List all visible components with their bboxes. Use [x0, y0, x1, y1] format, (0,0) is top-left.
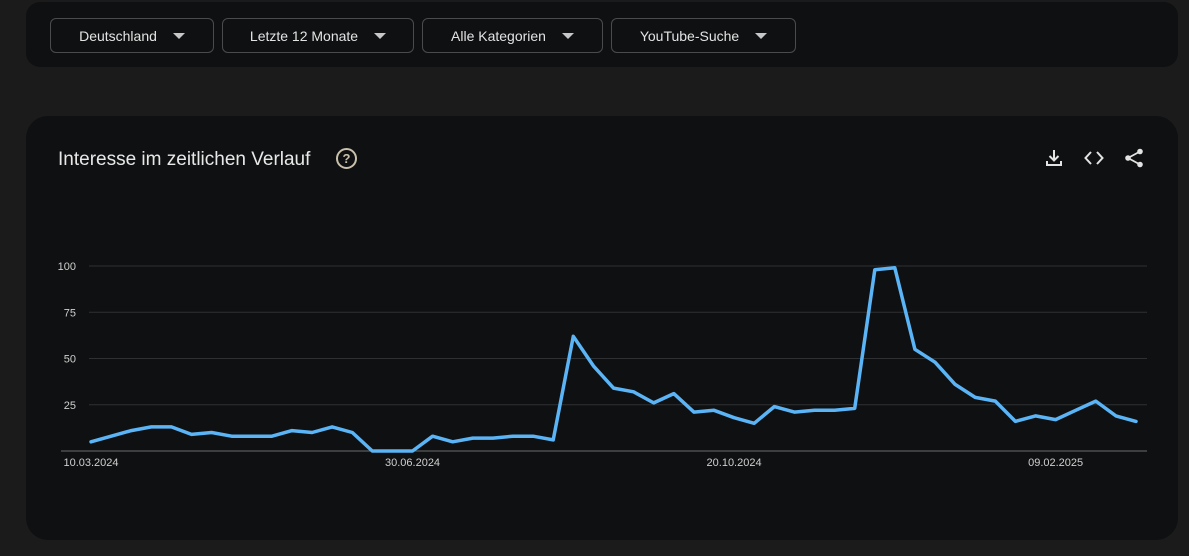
data-point	[913, 347, 917, 351]
chart-title: Interesse im zeitlichen Verlauf	[58, 149, 311, 170]
country-filter[interactable]: Deutschland	[50, 18, 214, 53]
data-point	[933, 360, 937, 364]
data-point	[230, 434, 234, 438]
y-tick-label: 100	[58, 261, 76, 273]
chevron-down-icon	[172, 32, 185, 39]
time-range-filter-label: Letzte 12 Monate	[249, 27, 359, 44]
data-point	[792, 410, 796, 414]
data-point	[129, 429, 133, 433]
data-point	[551, 438, 555, 442]
data-point	[210, 431, 214, 435]
x-tick-label: 30.06.2024	[385, 457, 440, 469]
data-point	[893, 266, 897, 270]
data-point	[149, 425, 153, 429]
download-icon[interactable]	[1042, 146, 1066, 170]
data-point	[712, 408, 716, 412]
data-point	[632, 390, 636, 394]
data-point	[692, 410, 696, 414]
data-point	[350, 431, 354, 435]
data-point	[1114, 414, 1118, 418]
help-icon[interactable]: ?	[336, 148, 357, 169]
data-point	[732, 416, 736, 420]
data-point	[973, 395, 977, 399]
x-tick-label: 20.10.2024	[707, 457, 762, 469]
data-point	[812, 408, 816, 412]
data-point	[189, 432, 193, 436]
data-point	[370, 449, 374, 453]
chevron-down-icon	[374, 32, 387, 39]
embed-code-icon[interactable]	[1082, 146, 1106, 170]
country-filter-label: Deutschland	[79, 27, 157, 44]
data-point	[451, 440, 455, 444]
search-type-filter[interactable]: YouTube-Suche	[611, 18, 796, 53]
data-point	[873, 268, 877, 272]
data-point	[290, 429, 294, 433]
category-filter[interactable]: Alle Kategorien	[422, 18, 603, 53]
data-point	[250, 434, 254, 438]
search-type-filter-label: YouTube-Suche	[639, 27, 740, 44]
share-icon[interactable]	[1122, 146, 1146, 170]
data-point	[330, 425, 334, 429]
data-point	[491, 436, 495, 440]
time-range-filter[interactable]: Letzte 12 Monate	[222, 18, 414, 53]
line-chart: 100 75 50 25 10.03.2024 30.06.2024 20.10.2024 0…	[58, 261, 1147, 469]
data-point	[169, 425, 173, 429]
x-tick-label: 10.03.2024	[63, 457, 118, 469]
data-point	[109, 434, 113, 438]
data-point	[1034, 414, 1038, 418]
y-tick-label: 25	[64, 400, 76, 412]
data-point	[531, 434, 535, 438]
data-point	[390, 449, 394, 453]
filter-bar: Deutschland Letzte 12 Monate Alle Katego…	[26, 2, 1178, 67]
data-point	[853, 406, 857, 410]
data-point	[511, 434, 515, 438]
data-point	[1094, 399, 1098, 403]
y-tick-label: 50	[64, 354, 76, 366]
data-point	[612, 386, 616, 390]
data-point	[752, 421, 756, 425]
data-point	[833, 408, 837, 412]
x-tick-label: 09.02.2025	[1028, 457, 1083, 469]
data-point	[411, 449, 415, 453]
data-point	[1013, 419, 1017, 423]
data-point	[1134, 419, 1138, 423]
data-point	[591, 364, 595, 368]
data-point	[270, 434, 274, 438]
data-point	[471, 436, 475, 440]
data-point	[672, 392, 676, 396]
data-point	[652, 401, 656, 405]
y-tick-label: 75	[64, 307, 76, 319]
chevron-down-icon	[755, 32, 768, 39]
data-point	[772, 405, 776, 409]
data-point	[1074, 408, 1078, 412]
category-filter-label: Alle Kategorien	[451, 27, 546, 44]
data-point	[1054, 418, 1058, 422]
interest-over-time-card: Interesse im zeitlichen Verlauf ? 100 75 5…	[26, 116, 1178, 540]
data-point	[310, 431, 314, 435]
chevron-down-icon	[561, 32, 574, 39]
series-line	[89, 266, 1138, 453]
data-point	[953, 382, 957, 386]
data-point	[571, 334, 575, 338]
data-point	[993, 399, 997, 403]
data-point	[431, 434, 435, 438]
data-point	[89, 440, 93, 444]
